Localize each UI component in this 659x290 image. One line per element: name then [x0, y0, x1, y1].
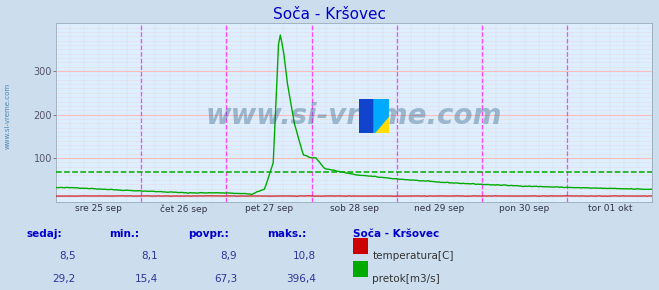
Text: ned 29 sep: ned 29 sep — [415, 204, 465, 213]
Text: sre 25 sep: sre 25 sep — [75, 204, 122, 213]
Text: 396,4: 396,4 — [287, 274, 316, 284]
Text: 15,4: 15,4 — [135, 274, 158, 284]
Polygon shape — [359, 99, 374, 133]
Text: 67,3: 67,3 — [214, 274, 237, 284]
Text: sob 28 sep: sob 28 sep — [330, 204, 379, 213]
Text: temperatura[C]: temperatura[C] — [372, 251, 454, 261]
Polygon shape — [374, 116, 389, 133]
Text: pon 30 sep: pon 30 sep — [500, 204, 550, 213]
Text: 29,2: 29,2 — [53, 274, 76, 284]
Text: čet 26 sep: čet 26 sep — [160, 204, 208, 214]
Text: Soča - Kršovec: Soča - Kršovec — [353, 229, 439, 239]
Text: pretok[m3/s]: pretok[m3/s] — [372, 274, 440, 284]
Text: sedaj:: sedaj: — [26, 229, 62, 239]
Text: www.si-vreme.com: www.si-vreme.com — [5, 83, 11, 149]
Text: min.:: min.: — [109, 229, 139, 239]
Text: 8,1: 8,1 — [142, 251, 158, 261]
Text: 10,8: 10,8 — [293, 251, 316, 261]
Text: Soča - Kršovec: Soča - Kršovec — [273, 7, 386, 22]
Text: 8,9: 8,9 — [221, 251, 237, 261]
Text: 8,5: 8,5 — [59, 251, 76, 261]
Text: pet 27 sep: pet 27 sep — [245, 204, 293, 213]
Text: www.si-vreme.com: www.si-vreme.com — [206, 102, 502, 130]
Text: tor 01 okt: tor 01 okt — [588, 204, 632, 213]
Text: povpr.:: povpr.: — [188, 229, 229, 239]
Polygon shape — [374, 99, 389, 133]
Text: maks.:: maks.: — [267, 229, 306, 239]
